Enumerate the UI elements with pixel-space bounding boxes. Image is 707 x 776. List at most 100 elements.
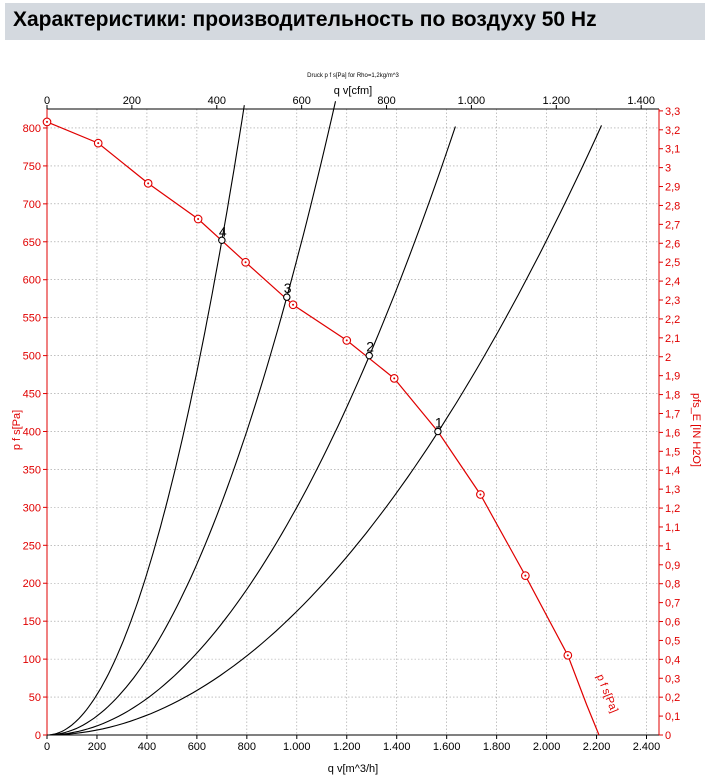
chart-axes bbox=[46, 108, 660, 736]
y-right-tick-label: 1,2 bbox=[665, 503, 680, 515]
fan-curve-marker-dot bbox=[147, 182, 150, 185]
y-right-tick-label: 0,8 bbox=[665, 579, 680, 591]
y-axis-right-label: pfs_E [IN H2O] bbox=[690, 393, 702, 467]
fan-curve-marker-dot bbox=[97, 142, 100, 145]
x-bottom-tick-label: 1.400 bbox=[383, 741, 411, 753]
operating-point-1 bbox=[434, 427, 442, 436]
y-right-tick-label: 3,1 bbox=[665, 144, 680, 156]
y-left-tick-label: 350 bbox=[23, 464, 41, 476]
y-left-tick-label: 450 bbox=[23, 389, 41, 401]
operating-point-label-3: 3 bbox=[284, 280, 292, 296]
fan-curve-marker-dot bbox=[393, 377, 396, 380]
fan-curve-marker-dot bbox=[292, 303, 295, 306]
y-right-tick-label: 0 bbox=[665, 730, 671, 742]
page-title: Характеристики: производительность по во… bbox=[13, 8, 597, 31]
x-bottom-tick-label: 0 bbox=[44, 741, 50, 753]
y-right-tick-label: 0,2 bbox=[665, 692, 680, 704]
operating-point-label-2: 2 bbox=[366, 339, 374, 355]
x-bottom-tick-label: 400 bbox=[138, 741, 156, 753]
y-left-tick-label: 750 bbox=[23, 161, 41, 173]
system-curve-4 bbox=[46, 105, 245, 736]
y-left-tick-label: 500 bbox=[23, 351, 41, 363]
y-left-tick-label: 150 bbox=[23, 616, 41, 628]
y-right-tick-label: 2,8 bbox=[665, 200, 680, 212]
y-right-tick-label: 2,2 bbox=[665, 314, 680, 326]
x-bottom-tick-label: 200 bbox=[88, 741, 106, 753]
fan-curve-marker-dot bbox=[479, 493, 482, 496]
y-left-tick-label: 200 bbox=[23, 578, 41, 590]
x-top-tick-label: 0 bbox=[44, 95, 50, 107]
x-bottom-tick-label: 1.800 bbox=[483, 741, 511, 753]
fan-curve-marker-dot bbox=[524, 574, 527, 577]
y-right-tick-label: 1,3 bbox=[665, 484, 680, 496]
y-right-tick-label: 2 bbox=[665, 352, 671, 364]
x-bottom-tick-label: 1.600 bbox=[433, 741, 461, 753]
y-right-tick-label: 0,7 bbox=[665, 598, 680, 610]
x-top-tick-label: 1.400 bbox=[627, 95, 655, 107]
y-right-tick-label: 0,3 bbox=[665, 673, 680, 685]
system-curve-3 bbox=[46, 101, 337, 736]
y-left-tick-label: 800 bbox=[23, 123, 41, 135]
y-right-tick-label: 1,5 bbox=[665, 446, 680, 458]
y-right-tick-label: 1,4 bbox=[665, 465, 680, 477]
y-right-tick-label: 2,9 bbox=[665, 182, 680, 194]
y-left-tick-label: 650 bbox=[23, 237, 41, 249]
y-right-tick-label: 1,1 bbox=[665, 522, 680, 534]
fan-curve-marker-dot bbox=[197, 218, 200, 221]
y-left-tick-label: 0 bbox=[35, 730, 41, 742]
y-left-tick-label: 50 bbox=[29, 692, 41, 704]
y-right-tick-label: 2,4 bbox=[665, 276, 680, 288]
y-right-tick-label: 0,5 bbox=[665, 635, 680, 647]
x-top-tick-label: 1.200 bbox=[543, 95, 571, 107]
chart-grid bbox=[46, 109, 659, 736]
x-top-tick-label: 1.000 bbox=[458, 95, 486, 107]
y-right-tick-label: 2,3 bbox=[665, 295, 680, 307]
fan-curve-marker-dot bbox=[244, 261, 247, 264]
x-top-tick-label: 200 bbox=[123, 95, 141, 107]
fan-curve-marker-dot bbox=[566, 654, 569, 657]
header-bar: Характеристики: производительность по во… bbox=[5, 3, 705, 40]
x-bottom-tick-label: 2.400 bbox=[633, 741, 661, 753]
operating-point-2 bbox=[365, 351, 373, 360]
x-bottom-tick-label: 2.000 bbox=[533, 741, 561, 753]
fan-curve-group: p f s[Pa] bbox=[42, 117, 620, 736]
operating-points: 1 2 3 4 bbox=[218, 223, 443, 436]
system-curve-2 bbox=[46, 126, 456, 736]
y-left-tick-label: 250 bbox=[23, 540, 41, 552]
y-left-tick-label: 550 bbox=[23, 313, 41, 325]
y-right-tick-label: 2,7 bbox=[665, 219, 680, 231]
y-right-tick-label: 1,6 bbox=[665, 427, 680, 439]
y-right-tick-label: 0,4 bbox=[665, 654, 680, 666]
fan-curve-marker-dot bbox=[345, 339, 348, 342]
operating-point-4 bbox=[218, 236, 226, 245]
x-bottom-tick-label: 2.200 bbox=[583, 741, 611, 753]
fan-curve-label: p f s[Pa] bbox=[594, 673, 620, 715]
operating-point-3 bbox=[283, 293, 291, 301]
tick-labels: 0 200 400 600 800 1.000 1.200 1.400 1.600 1.800 2.… bbox=[23, 95, 681, 753]
fan-curve-line bbox=[46, 121, 600, 736]
x-top-tick-label: 800 bbox=[377, 95, 395, 107]
y-right-tick-label: 0,9 bbox=[665, 560, 680, 572]
system-curves bbox=[46, 101, 603, 736]
system-curve-1 bbox=[46, 125, 603, 736]
y-right-tick-label: 2,5 bbox=[665, 257, 680, 269]
y-right-tick-label: 1,7 bbox=[665, 408, 680, 420]
y-right-tick-label: 3,3 bbox=[665, 106, 680, 118]
y-right-tick-label: 2,6 bbox=[665, 238, 680, 250]
y-right-tick-label: 1,8 bbox=[665, 390, 680, 402]
x-bottom-tick-label: 800 bbox=[238, 741, 256, 753]
y-axis-left-label: p f s[Pa] bbox=[11, 410, 23, 450]
chart-subtitle: Druck p f s[Pa] for Rho=1,2kg/m^3 bbox=[307, 73, 399, 79]
y-left-tick-label: 100 bbox=[23, 654, 41, 666]
y-left-tick-label: 300 bbox=[23, 502, 41, 514]
fan-curve-marker-dot bbox=[46, 120, 48, 123]
y-right-tick-label: 3 bbox=[665, 163, 671, 175]
operating-point-label-1: 1 bbox=[435, 414, 443, 430]
x-bottom-tick-label: 1.200 bbox=[333, 741, 361, 753]
y-left-tick-label: 400 bbox=[23, 426, 41, 438]
x-top-tick-label: 400 bbox=[208, 95, 226, 107]
y-right-tick-label: 2,1 bbox=[665, 333, 680, 345]
x-axis-bottom-label: q v[m^3/h] bbox=[328, 763, 378, 775]
x-bottom-tick-label: 1.000 bbox=[283, 741, 311, 753]
